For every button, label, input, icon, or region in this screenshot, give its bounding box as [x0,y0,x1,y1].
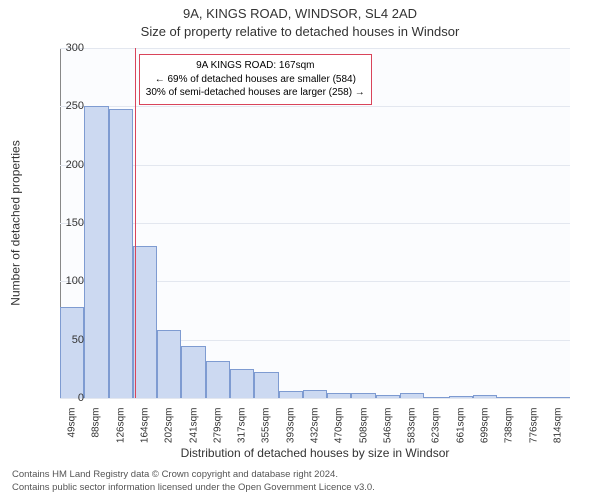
x-tick-label: 241sqm [188,408,199,458]
x-tick-label: 393sqm [285,408,296,458]
x-tick-label: 432sqm [310,408,321,458]
footer-attribution: Contains HM Land Registry data © Crown c… [12,469,375,494]
x-tick-label: 623sqm [431,408,442,458]
histogram-bar [254,372,278,398]
footer-line-2: Contains public sector information licen… [12,482,375,494]
x-tick-label: 738sqm [504,408,515,458]
grid-line [60,165,570,166]
histogram-bar [181,346,205,399]
x-tick-label: 776sqm [528,408,539,458]
grid-line [60,48,570,49]
histogram-bar [206,361,230,398]
histogram-bar [109,109,133,398]
histogram-bar [497,397,521,398]
x-tick-label: 583sqm [407,408,418,458]
grid-line [60,223,570,224]
histogram-bar [157,330,181,398]
histogram-bar [60,307,84,398]
annotation-box: 9A KINGS ROAD: 167sqm← 69% of detached h… [139,54,372,105]
histogram-bar [133,246,157,398]
x-tick-label: 546sqm [382,408,393,458]
footer-line-1: Contains HM Land Registry data © Crown c… [12,469,375,481]
grid-line [60,398,570,399]
histogram-bar [449,396,473,398]
x-tick-label: 126sqm [115,408,126,458]
histogram-bar [546,397,570,398]
histogram-bar [303,390,327,398]
property-marker-line [135,48,137,398]
x-tick-label: 202sqm [164,408,175,458]
x-tick-label: 699sqm [480,408,491,458]
grid-line [60,106,570,107]
y-tick-label: 200 [54,159,84,171]
x-tick-label: 470sqm [334,408,345,458]
histogram-bar [521,397,545,398]
x-tick-label: 661sqm [455,408,466,458]
x-tick-label: 164sqm [140,408,151,458]
annotation-line: 9A KINGS ROAD: 167sqm [146,59,365,73]
x-tick-label: 508sqm [358,408,369,458]
histogram-bar [376,395,400,399]
x-tick-label: 88sqm [91,408,102,458]
histogram-bar [279,391,303,398]
x-tick-label: 814sqm [552,408,563,458]
sub-title: Size of property relative to detached ho… [0,24,600,39]
y-axis-label: Number of detached properties [8,48,23,398]
main-title: 9A, KINGS ROAD, WINDSOR, SL4 2AD [0,6,600,21]
y-tick-label: 250 [54,100,84,112]
x-tick-label: 317sqm [237,408,248,458]
chart-container: 9A, KINGS ROAD, WINDSOR, SL4 2AD Size of… [0,0,600,500]
annotation-line: 30% of semi-detached houses are larger (… [146,86,365,100]
y-tick-label: 150 [54,217,84,229]
x-tick-label: 355sqm [261,408,272,458]
y-tick-label: 100 [54,275,84,287]
histogram-bar [473,395,497,399]
y-tick-label: 300 [54,42,84,54]
histogram-bar [400,393,424,398]
x-tick-label: 279sqm [212,408,223,458]
histogram-bar [84,106,108,398]
y-tick-label: 0 [54,392,84,404]
histogram-bar [424,397,448,398]
plot-area: 9A KINGS ROAD: 167sqm← 69% of detached h… [60,48,570,398]
histogram-bar [230,369,254,398]
annotation-line: ← 69% of detached houses are smaller (58… [146,73,365,87]
histogram-bar [351,393,375,398]
y-tick-label: 50 [54,334,84,346]
x-tick-label: 49sqm [67,408,78,458]
histogram-bar [327,393,351,398]
